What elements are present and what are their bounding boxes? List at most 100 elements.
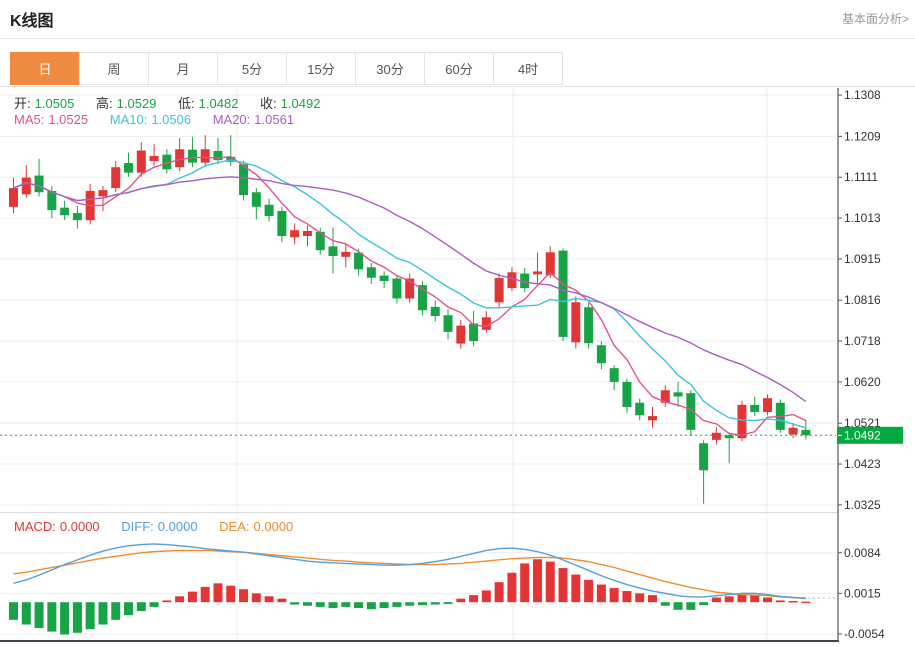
diff-value: 0.0000 [157, 519, 198, 534]
macd-hist-bar [609, 588, 619, 603]
macd-hist-bar [801, 601, 811, 604]
macd-hist-bar [545, 561, 555, 603]
main-axis-label: 1.0816 [844, 293, 881, 307]
tab-timeframe-3[interactable]: 5分 [217, 52, 287, 85]
candle-body [545, 252, 555, 276]
macd-hist-bar [366, 602, 376, 610]
candle-body [481, 317, 491, 330]
ma20-line [13, 176, 807, 403]
macd-hist-bar [635, 593, 645, 603]
macd-hist-bar [21, 602, 31, 625]
candle-body [379, 275, 389, 282]
macd-hist-bar [405, 602, 415, 606]
candle-body [507, 272, 517, 289]
ma5-value: 1.0525 [48, 112, 89, 127]
open-value: 1.0505 [34, 96, 75, 111]
candle-body [494, 278, 504, 303]
candle-body [750, 404, 760, 412]
fundamental-analysis-link[interactable]: 基本面分析> [841, 12, 909, 26]
ma10-label: MA10: [109, 112, 148, 127]
candle-body [60, 207, 70, 216]
tab-timeframe-1[interactable]: 周 [79, 52, 149, 85]
diff-label: DIFF: [121, 519, 154, 534]
main-axis-label: 1.0620 [844, 375, 881, 389]
macd-axis-label: 0.0084 [844, 546, 881, 560]
candle-body [124, 163, 134, 173]
dea-value: 0.0000 [253, 519, 294, 534]
low-label: 低: [178, 96, 195, 111]
candle-body [469, 323, 479, 342]
macd-hist-bar [443, 602, 453, 604]
macd-hist-bar [341, 602, 351, 607]
candle-body [111, 167, 121, 189]
dea-line [13, 549, 806, 600]
current-price-tag [837, 426, 903, 444]
tab-timeframe-4[interactable]: 15分 [286, 52, 356, 85]
macd-legend: MACD: 0.0000 DIFF: 0.0000 DEA: 0.0000 [14, 519, 311, 534]
candle-body [635, 402, 645, 416]
tab-timeframe-2[interactable]: 月 [148, 52, 218, 85]
macd-axis-label: -0.0054 [844, 627, 885, 641]
ma5-label: MA5: [14, 112, 45, 127]
candle-body [315, 231, 325, 251]
candle-body [788, 427, 798, 435]
macd-hist-bar [149, 602, 159, 607]
candle-body [149, 155, 159, 161]
candle-body [187, 149, 197, 163]
macd-hist-bar [354, 602, 364, 609]
ohlc-legend: 开: 1.0505 高: 1.0529 低: 1.0482 收: 1.0492 [14, 93, 338, 112]
macd-hist-bar [239, 589, 249, 603]
macd-hist-bar [737, 594, 747, 603]
candle-body [21, 177, 31, 195]
macd-hist-bar [200, 586, 210, 603]
macd-hist-bar [392, 602, 402, 607]
macd-hist-bar [9, 602, 18, 620]
ma10-value: 1.0506 [151, 112, 192, 127]
tab-bar-underline [0, 86, 915, 87]
macd-hist-bar [469, 595, 479, 603]
macd-hist-bar [648, 595, 657, 603]
main-axis-label: 1.0915 [844, 252, 881, 266]
main-axis-label: 1.1209 [844, 129, 881, 143]
candle-body [737, 404, 747, 439]
candle-body [430, 306, 440, 317]
candle-body [136, 150, 146, 173]
tab-timeframe-5[interactable]: 30分 [355, 52, 425, 85]
timeframe-tab-bar: 日周月 5分 15分 30分 60分 4时 [10, 52, 563, 85]
candle-body [763, 398, 773, 412]
macd-hist-bar [788, 601, 798, 603]
macd-hist-bar [673, 602, 683, 610]
candle-body [596, 345, 606, 364]
ma20-value: 1.0561 [254, 112, 295, 127]
main-axis-label: 1.0718 [844, 334, 881, 348]
macd-hist-bar [328, 602, 338, 609]
macd-hist-bar [481, 590, 491, 603]
tab-timeframe-6[interactable]: 60分 [424, 52, 494, 85]
candle-body [200, 149, 210, 163]
macd-hist-bar [699, 602, 709, 606]
macd-hist-bar [315, 602, 325, 607]
macd-hist-bar [136, 602, 146, 612]
candle-body [660, 390, 670, 403]
diff-line [13, 543, 806, 599]
main-axis-label: 1.0325 [844, 498, 881, 512]
macd-hist-bar [622, 591, 632, 603]
candle-body [417, 285, 427, 311]
macd-hist-bar [494, 582, 504, 603]
dea-label: DEA: [219, 519, 250, 534]
candle-body [699, 443, 709, 471]
candle-body [213, 150, 223, 161]
close-value: 1.0492 [280, 96, 321, 111]
candle-body [456, 325, 466, 344]
macd-hist-bar [98, 602, 108, 625]
tab-timeframe-7[interactable]: 4时 [493, 52, 563, 85]
candle-body [711, 432, 721, 440]
tab-timeframe-0[interactable]: 日 [10, 52, 80, 85]
candle-body [686, 393, 696, 430]
macd-hist-bar [724, 596, 734, 603]
candle-body [34, 175, 44, 193]
main-axis-label: 1.0521 [844, 416, 881, 430]
macd-hist-bar [72, 602, 82, 633]
